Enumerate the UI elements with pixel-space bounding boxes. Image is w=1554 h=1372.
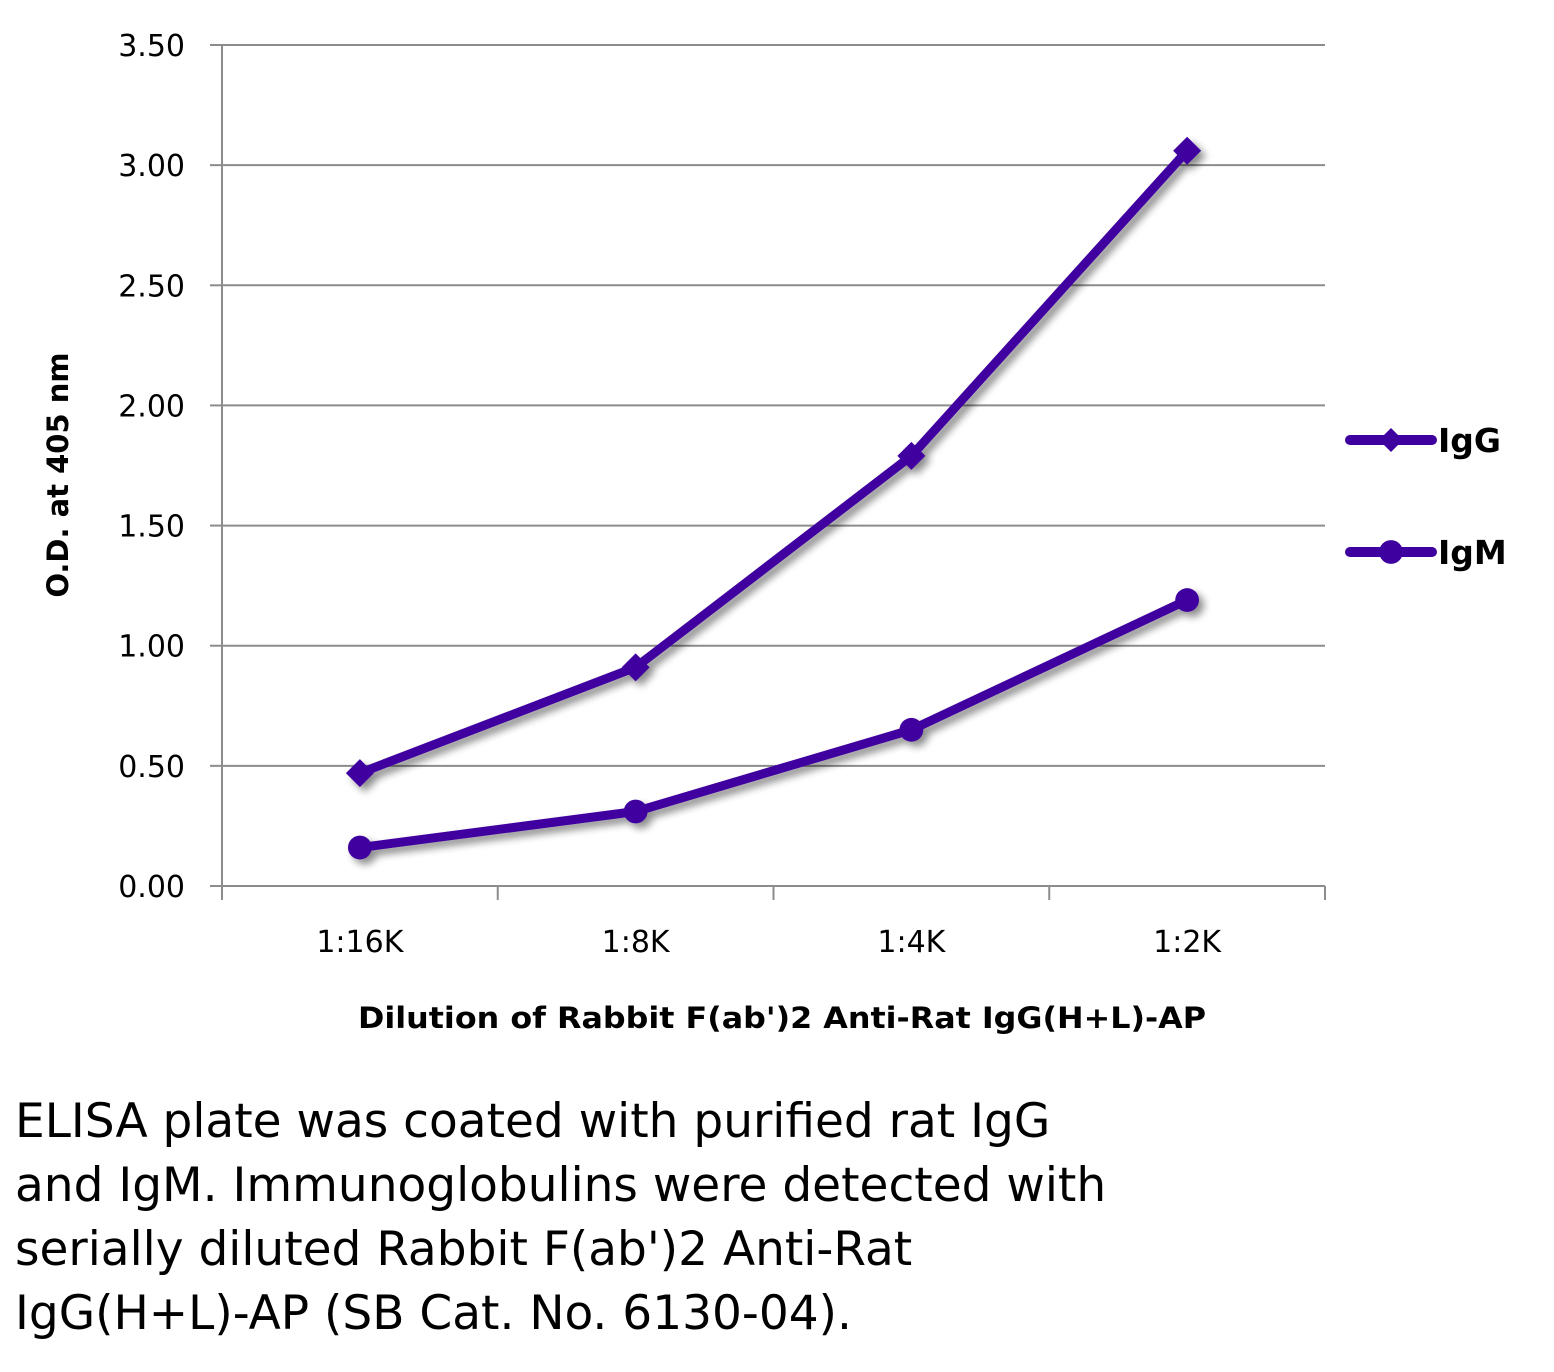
x-tick-label: 1:8K — [602, 925, 671, 960]
data-point-diamond — [1173, 136, 1202, 165]
data-point-circle — [347, 835, 372, 860]
y-tick-label: 3.00 — [118, 149, 185, 184]
data-point-diamond — [621, 653, 650, 682]
gridlines — [222, 44, 1325, 767]
data-point-diamond — [345, 759, 374, 788]
series-line-igm — [355, 595, 1192, 853]
y-tick-label: 0.00 — [118, 870, 185, 905]
y-tick-label: 2.50 — [118, 269, 185, 304]
x-tick-label: 1:16K — [316, 925, 404, 960]
y-tick-label: 1.50 — [118, 510, 185, 545]
data-point-diamond — [897, 441, 926, 470]
y-tick-labels: 0.00 0.50 1.00 1.50 2.00 2.50 3.00 3.50 — [118, 29, 185, 905]
caption-line: serially diluted Rabbit F(ab')2 Anti-Rat — [15, 1222, 913, 1277]
data-point-circle — [623, 799, 648, 824]
legend-label-igg: IgG — [1438, 421, 1501, 460]
legend-label-igm: IgM — [1438, 533, 1507, 572]
y-tick-label: 2.00 — [118, 389, 185, 424]
y-tick-label: 1.00 — [118, 630, 185, 665]
x-tick-label: 1:4K — [877, 925, 946, 960]
legend: IgG IgM — [1345, 421, 1507, 572]
series-line-igg — [355, 146, 1192, 778]
y-axis-title: O.D. at 405 nm — [41, 352, 75, 597]
data-point-circle — [1379, 540, 1403, 564]
data-point-circle — [1175, 588, 1200, 612]
y-tick-label: 3.50 — [118, 29, 185, 64]
series-group — [345, 136, 1202, 860]
figure-caption: ELISA plate was coated with purified rat… — [15, 1090, 1106, 1346]
x-axis-title: Dilution of Rabbit F(ab')2 Anti-Rat IgG(… — [358, 1001, 1206, 1035]
data-point-diamond — [1379, 428, 1403, 452]
data-point-circle — [899, 717, 924, 742]
axes — [210, 44, 1326, 900]
caption-line: ELISA plate was coated with purified rat… — [15, 1094, 1051, 1149]
y-tick-label: 0.50 — [118, 750, 185, 785]
caption-line: and IgM. Immunoglobulins were detected w… — [15, 1158, 1107, 1213]
caption-line: IgG(H+L)-AP (SB Cat. No. 6130-04). — [15, 1286, 852, 1341]
x-tick-label: 1:2K — [1153, 925, 1222, 960]
x-tick-labels: 1:16K 1:8K 1:4K 1:2K — [316, 925, 1222, 960]
